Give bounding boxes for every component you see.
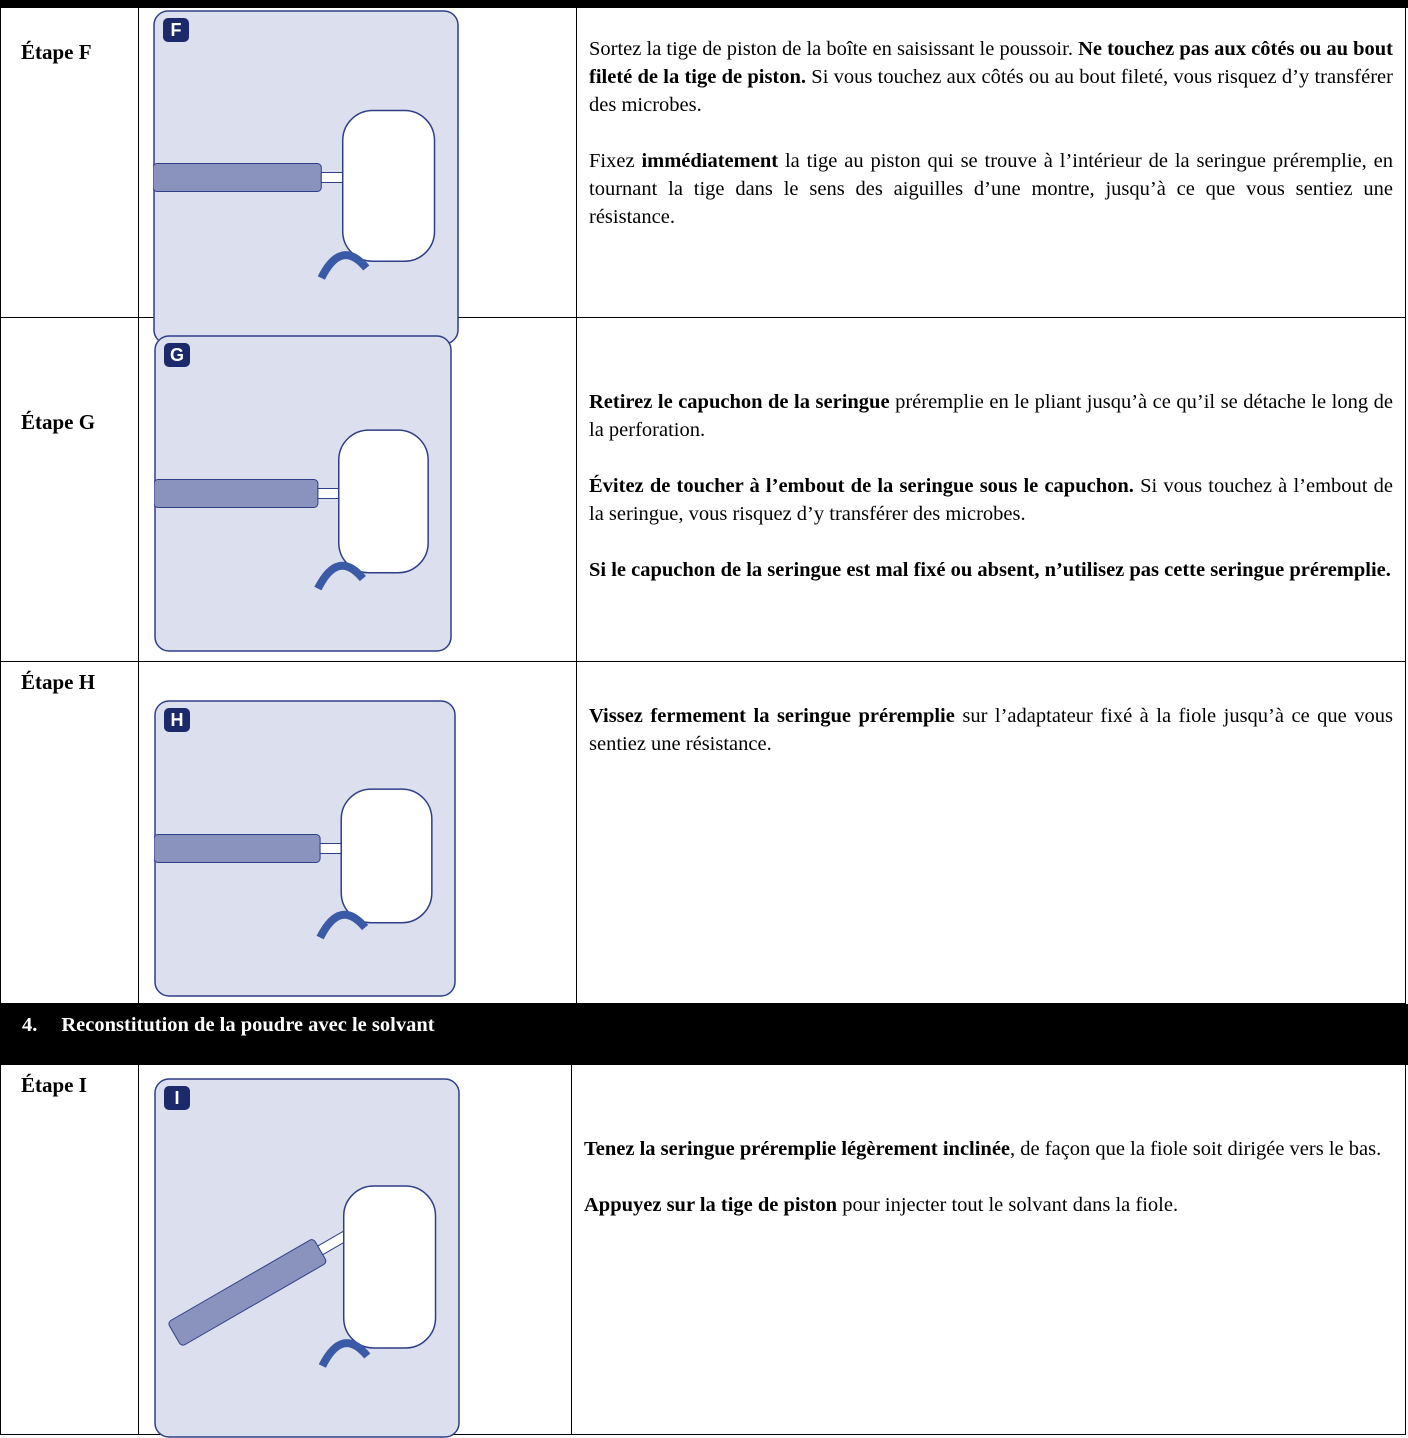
step-label: Étape G [1, 318, 139, 661]
hand [338, 429, 429, 574]
section-header: 4. Reconstitution de la poudre avec le so… [0, 1004, 1408, 1065]
paragraph: Fixez immédiatement la tige au piston qu… [589, 147, 1393, 231]
text: Si vous touchez à l’embout de la seringu… [589, 475, 1394, 525]
text: la tige au piston qui se trouve à l’inté… [589, 150, 1393, 228]
syringe-barrel [153, 163, 322, 192]
rotation-arrow [318, 1339, 371, 1368]
badge-letter: I [174, 1088, 179, 1108]
illustration: F [153, 10, 459, 345]
illustration: G [154, 335, 452, 652]
step-row: Étape F F Sortez la tige de piston de la b… [0, 8, 1407, 345]
hand [341, 109, 436, 262]
top-bar [0, 0, 1408, 8]
badge [164, 1086, 190, 1110]
step-label: Étape H [1, 662, 139, 1003]
paragraph: Appuyez sur la tige de piston pour injec… [584, 1191, 1393, 1219]
step-label: Étape F [1, 8, 139, 317]
rotation-arrow [314, 561, 366, 591]
step-row: Étape I I Tenez la seringue préremplie lég… [0, 1065, 1407, 1438]
step-label: Étape I [1, 1065, 139, 1434]
text: sur l’adaptateur fixé à la fiole jusqu’à… [589, 705, 1393, 755]
text: préremplie en le pliant jusqu’à ce qu’il… [589, 391, 1393, 441]
bold-text: Ne touchez pas aux côtés ou au bout file… [589, 38, 1393, 88]
badge-letter: H [171, 710, 184, 730]
badge [163, 18, 189, 42]
text: Sortez la tige de piston de la boîte en … [589, 38, 1079, 60]
text: , de façon que la fiole soit dirigée ver… [1010, 1138, 1382, 1160]
step-text: Retirez le capuchon de la seringue prére… [576, 318, 1407, 661]
rotation-arrow [316, 910, 369, 940]
paragraph: Sortez la tige de piston de la boîte en … [589, 35, 1393, 119]
step-row: Étape G G Retirez le capuchon de la sering… [0, 318, 1406, 662]
section-number: 4. [22, 1014, 38, 1036]
illustration: H [154, 700, 456, 997]
step-text: Sortez la tige de piston de la boîte en … [576, 8, 1407, 317]
paragraph: Évitez de toucher à l’embout de la serin… [589, 472, 1393, 528]
paragraph: Retirez le capuchon de la seringue prére… [589, 388, 1393, 444]
rotation-arrow [317, 251, 370, 280]
step-text: Tenez la seringue préremplie légèrement … [571, 1065, 1407, 1434]
badge-letter: G [170, 345, 184, 365]
bold-text: Tenez la seringue préremplie légèrement … [584, 1138, 1011, 1160]
bold-text: immédiatement [641, 150, 779, 172]
bold-text: Évitez de toucher à l’embout de la serin… [589, 475, 1134, 497]
syringe-barrel [154, 834, 321, 863]
text: Fixez [589, 150, 642, 172]
step-text: Vissez fermement la seringue préremplie … [576, 662, 1407, 1003]
bold-text: Appuyez sur la tige de piston [584, 1194, 838, 1216]
badge-letter: F [171, 20, 182, 40]
hand [340, 788, 433, 924]
text: Si vous touchez aux côtés ou au bout fil… [589, 66, 1393, 116]
badge [164, 343, 190, 367]
bold-text: Vissez fermement la seringue préremplie [589, 705, 955, 727]
syringe-barrel [154, 479, 319, 508]
paragraph: Vissez fermement la seringue préremplie … [589, 702, 1393, 758]
text: pour injecter tout le solvant dans la fi… [837, 1194, 1179, 1216]
paragraph: Tenez la seringue préremplie légèrement … [584, 1135, 1393, 1163]
bold-text: Si le capuchon de la seringue est mal fi… [589, 559, 1391, 581]
badge [164, 708, 190, 732]
hand [342, 1185, 437, 1349]
section-title: Reconstitution de la poudre avec le solv… [61, 1014, 435, 1036]
step-row: Étape H H Vissez fermement la seringue pré… [0, 662, 1406, 1004]
bold-text: Retirez le capuchon de la seringue [589, 391, 890, 413]
paragraph: Si le capuchon de la seringue est mal fi… [589, 556, 1393, 584]
illustration: I [154, 1078, 460, 1438]
